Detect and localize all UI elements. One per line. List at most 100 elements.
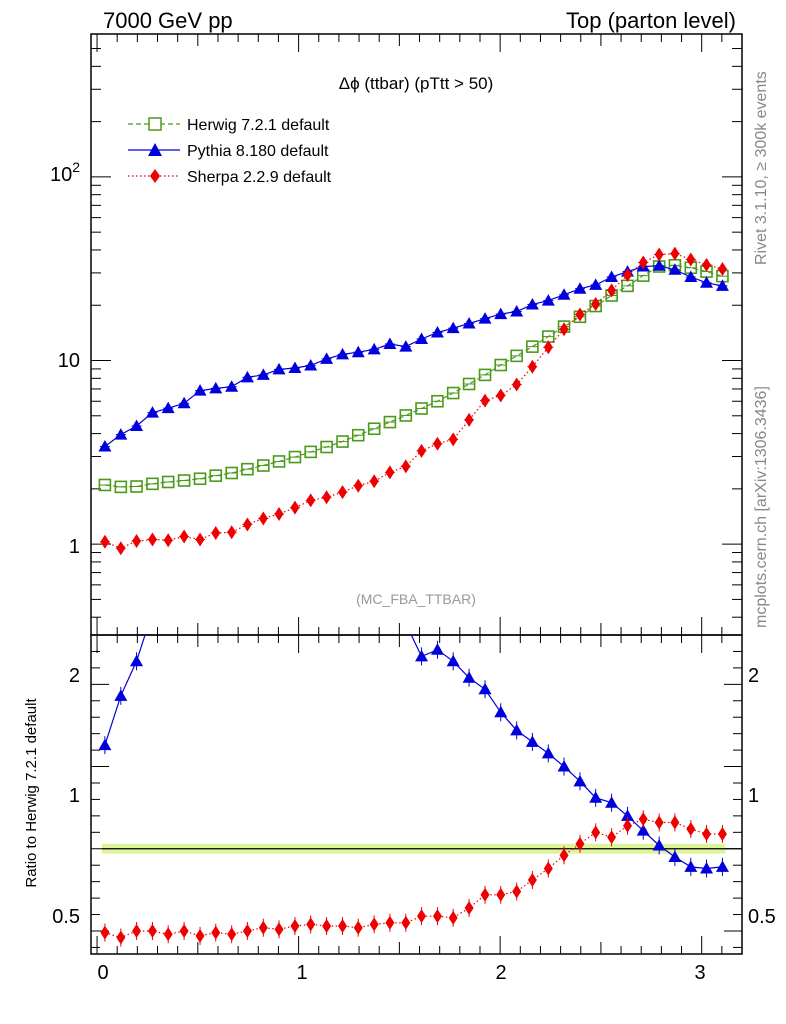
main-point-sherpa	[417, 443, 427, 458]
main-point-pythia	[177, 396, 191, 409]
chart-title: Δϕ (ttbar) (pTtt > 50)	[339, 74, 494, 93]
ratio-point-sherpa	[717, 826, 727, 841]
ratio-point-sherpa	[132, 923, 142, 938]
ratio-point-pythia	[304, 520, 317, 532]
main-point-herwig	[336, 435, 349, 448]
ratio-point-pythia	[541, 746, 555, 759]
ratio-point-pythia	[320, 510, 333, 522]
ratio-point-sherpa	[401, 915, 411, 930]
main-point-herwig	[304, 445, 317, 459]
header-left-label: 7000 GeV pp	[103, 8, 233, 33]
ratio-point-sherpa	[163, 927, 173, 942]
main-point-pythia	[557, 288, 571, 300]
main-point-sherpa	[623, 268, 633, 283]
main-point-sherpa	[401, 459, 411, 474]
ratio-point-sherpa	[607, 830, 617, 845]
ratio-point-pythia	[684, 860, 698, 872]
ratio-point-sherpa	[274, 922, 284, 937]
xtick-label-2: 2	[495, 962, 506, 984]
main-point-sherpa	[543, 340, 553, 355]
legend-entry-sherpa: Sherpa 2.2.9 default	[128, 169, 332, 186]
ratio-ytick-label-1-right: 1	[748, 785, 759, 807]
ratio-point-pythia	[668, 850, 682, 862]
ratio-point-pythia	[194, 510, 207, 522]
legend-entry-pythia: Pythia 8.180 default	[128, 143, 329, 160]
main-point-sherpa	[480, 393, 490, 408]
main-point-pythia	[130, 419, 144, 431]
ratio-point-pythia	[462, 671, 476, 683]
main-point-herwig	[146, 477, 159, 491]
main-point-pythia	[304, 358, 318, 371]
main-point-herwig	[431, 394, 444, 408]
main-point-pythia	[272, 362, 286, 375]
ratio-point-pythia	[336, 517, 349, 529]
main-point-sherpa	[432, 436, 442, 451]
main-point-sherpa	[369, 474, 379, 489]
main-point-pythia	[161, 401, 175, 414]
ratio-point-pythia	[715, 860, 729, 872]
main-point-sherpa	[591, 297, 601, 312]
ratio-point-pythia	[605, 796, 619, 808]
ratio-point-sherpa	[591, 825, 601, 840]
main-point-sherpa	[179, 529, 189, 544]
main-point-pythia	[715, 279, 729, 291]
mcplots-label: mcplots.cern.ch [arXiv:1306.3436]	[753, 386, 770, 628]
main-point-pythia	[605, 270, 619, 282]
ratio-point-pythia	[178, 574, 191, 586]
ratio-point-sherpa	[195, 928, 205, 943]
ratio-point-pythia	[98, 738, 112, 751]
main-ytick-label-1: 1	[69, 536, 80, 558]
ratio-ytick-label-2: 2	[69, 665, 80, 687]
legend-label-sherpa: Sherpa 2.2.9 default	[187, 169, 332, 186]
main-point-pythia	[145, 406, 159, 418]
main-point-sherpa	[163, 533, 173, 548]
main-point-pythia	[510, 304, 524, 317]
main-point-sherpa	[512, 377, 522, 392]
ratio-point-sherpa	[258, 920, 268, 935]
main-point-herwig	[177, 474, 191, 487]
main-point-pythia	[462, 317, 476, 329]
ratio-series-line-pythia	[104, 635, 723, 870]
main-series-line-herwig	[104, 264, 723, 488]
main-point-sherpa	[607, 283, 617, 298]
ratio-point-pythia	[510, 723, 524, 736]
ratio-point-pythia	[430, 643, 444, 655]
main-point-pythia	[415, 332, 429, 344]
main-point-pythia	[589, 278, 603, 290]
ratio-point-sherpa	[211, 925, 221, 940]
main-point-pythia	[383, 337, 397, 350]
main-point-sherpa	[242, 517, 252, 532]
ratio-point-sherpa	[432, 909, 442, 924]
main-point-sherpa	[132, 534, 142, 549]
ratio-point-pythia	[415, 649, 429, 662]
main-point-herwig	[510, 349, 523, 363]
main-point-sherpa	[575, 307, 585, 322]
ratio-point-sherpa	[496, 887, 506, 902]
main-point-herwig	[288, 450, 302, 464]
main-point-pythia	[240, 370, 254, 383]
main-point-pythia	[541, 294, 555, 306]
ratio-point-pythia	[241, 487, 254, 499]
main-point-herwig	[272, 455, 286, 468]
ratio-point-sherpa	[638, 812, 648, 827]
ratio-point-pythia	[162, 592, 175, 604]
svg-text:102: 102	[50, 159, 80, 186]
rivet-label: Rivet 3.1.10, ≥ 300k events	[753, 71, 770, 265]
main-point-pythia	[193, 384, 207, 396]
main-point-herwig	[114, 480, 128, 494]
ratio-point-pythia	[573, 774, 587, 787]
main-point-sherpa	[116, 541, 126, 556]
ratio-point-sherpa	[512, 884, 522, 899]
ratio-point-sherpa	[527, 873, 537, 888]
ratio-point-pythia	[352, 541, 365, 553]
header-right-label: Top (parton level)	[566, 8, 736, 33]
legend-label-herwig: Herwig 7.2.1 default	[187, 117, 330, 134]
main-point-sherpa	[496, 388, 506, 403]
main-point-sherpa	[527, 359, 537, 374]
ratio-point-sherpa	[575, 836, 585, 851]
main-point-herwig	[478, 368, 492, 382]
legend-entry-herwig: Herwig 7.2.1 default	[128, 117, 330, 134]
main-point-sherpa	[638, 255, 648, 270]
main-point-pythia	[652, 259, 666, 271]
main-point-sherpa	[258, 511, 268, 526]
